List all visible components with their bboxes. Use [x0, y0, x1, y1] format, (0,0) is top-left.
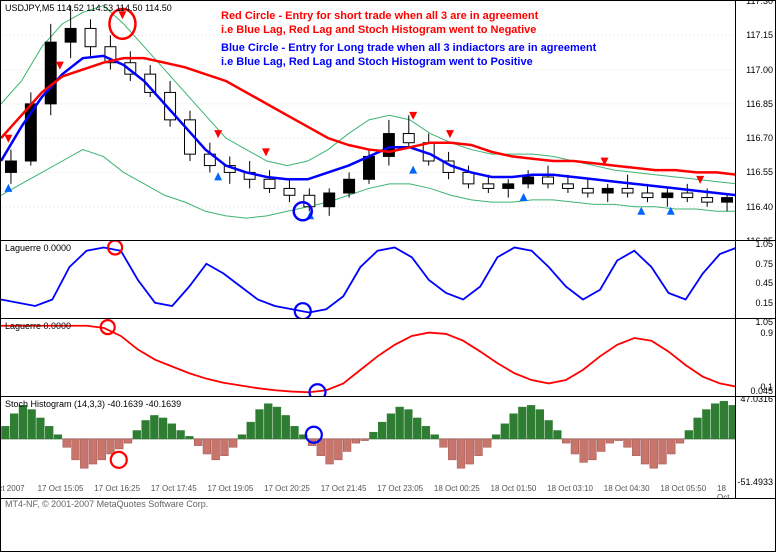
ind3-svg — [1, 397, 737, 485]
main-y-axis: 117.30117.15117.00116.85116.70116.55116.… — [735, 1, 775, 240]
main-price-panel: USDJPY,M5 114.52 114.53 114.50 114.50 Re… — [1, 1, 775, 241]
x-axis-labels: 17 Oct 200717 Oct 15:0517 Oct 16:2517 Oc… — [1, 484, 735, 498]
annotation-blue: Blue Circle - Entry for Long trade when … — [221, 41, 596, 69]
symbol-label: USDJPY,M5 114.52 114.53 114.50 114.50 — [5, 3, 172, 13]
main-chart-svg — [1, 1, 737, 241]
laguerre-blue-panel: Laguerre 0.0000 1.050.750.450.15 — [1, 241, 775, 319]
ind2-svg — [1, 319, 737, 397]
ind1-label: Laguerre 0.0000 — [5, 243, 71, 253]
ind3-y-axis: 47.0316-51.4933 — [735, 397, 775, 498]
ind1-y-axis: 1.050.750.450.15 — [735, 241, 775, 318]
ind2-label: Laguerre 0.0000 — [5, 321, 71, 331]
ind1-svg — [1, 241, 737, 319]
ind3-label: Stoch Histogram (14,3,3) -40.1639 -40.16… — [5, 399, 181, 409]
annotation-red: Red Circle - Entry for short trade when … — [221, 9, 538, 37]
copyright-text: MT4-NF, © 2001-2007 MetaQuotes Software … — [5, 499, 208, 513]
chart-container: USDJPY,M5 114.52 114.53 114.50 114.50 Re… — [0, 0, 776, 552]
laguerre-red-panel: Laguerre 0.0000 1.050.90.10.045 — [1, 319, 775, 397]
ind2-y-axis: 1.050.90.10.045 — [735, 319, 775, 396]
footer: MT4-NF, © 2001-2007 MetaQuotes Software … — [1, 499, 775, 513]
stoch-histogram-panel: Stoch Histogram (14,3,3) -40.1639 -40.16… — [1, 397, 775, 499]
